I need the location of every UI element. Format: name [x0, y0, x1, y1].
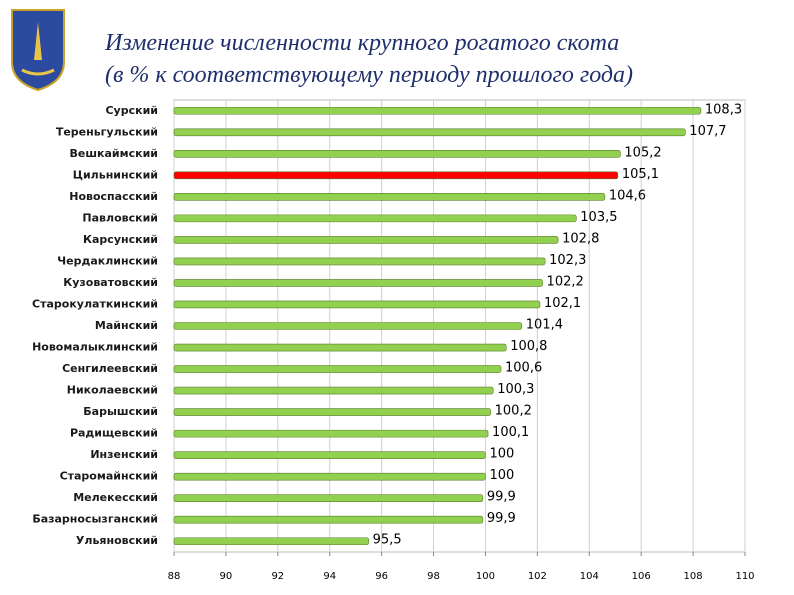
value-label: 99,9	[487, 511, 516, 526]
x-tick-label: 100	[476, 571, 495, 582]
y-tick-label: Новомалыклинский	[32, 341, 158, 354]
x-tick-label: 102	[528, 571, 547, 582]
x-tick-label: 98	[427, 571, 440, 582]
value-label: 105,2	[624, 145, 661, 160]
value-label: 100	[489, 447, 514, 462]
x-tick-label: 92	[271, 571, 284, 582]
bar	[173, 171, 619, 180]
value-label: 100,2	[495, 404, 532, 419]
value-label: 95,5	[373, 533, 402, 548]
y-tick-label: Мелекесский	[73, 491, 158, 504]
value-label: 107,7	[689, 124, 726, 139]
y-tick-label: Вешкаймский	[69, 147, 158, 160]
bar	[173, 193, 606, 201]
value-label: 99,9	[487, 490, 516, 505]
y-tick-label: Цильнинский	[73, 168, 158, 181]
bar	[173, 537, 369, 546]
y-tick-label: Майнский	[95, 319, 158, 332]
bar	[173, 322, 523, 330]
bar	[173, 300, 541, 309]
bar	[173, 494, 484, 502]
bar	[173, 429, 489, 438]
y-tick-label: Новоспасский	[69, 190, 158, 203]
value-label: 103,5	[580, 210, 617, 225]
value-label: 100,8	[510, 339, 547, 354]
bar	[173, 128, 686, 137]
value-label: 102,1	[544, 296, 581, 311]
y-tick-label: Барышский	[83, 405, 158, 418]
value-label: 100,3	[497, 382, 534, 397]
bar	[173, 408, 491, 416]
y-tick-label: Тереньгульский	[56, 125, 158, 138]
bar	[173, 279, 543, 287]
value-label: 102,8	[562, 231, 599, 246]
y-tick-label: Павловский	[82, 211, 158, 224]
x-tick-label: 110	[735, 571, 754, 582]
y-tick-label: Сенгилеевский	[62, 362, 158, 375]
y-tick-label: Старомайнский	[60, 470, 158, 483]
value-label: 100,6	[505, 361, 542, 376]
bar	[173, 236, 559, 244]
bar	[173, 386, 494, 395]
value-label: 101,4	[526, 318, 563, 333]
chart-title: Изменение численности крупного рогатого …	[104, 30, 619, 56]
y-tick-label: Ульяновский	[76, 534, 158, 547]
y-tick-label: Радищевский	[70, 427, 158, 440]
bar	[173, 343, 507, 352]
y-tick-label: Старокулаткинский	[32, 297, 158, 310]
value-label: 108,3	[705, 102, 742, 117]
bar	[173, 150, 621, 158]
y-tick-label: Чердаклинский	[57, 254, 158, 267]
x-tick-label: 96	[375, 571, 388, 582]
value-label: 105,1	[622, 167, 659, 182]
y-tick-label: Карсунский	[83, 233, 158, 246]
logo	[11, 9, 65, 92]
x-tick-label: 106	[632, 571, 651, 582]
bar	[173, 472, 486, 481]
bar	[173, 106, 702, 115]
bar	[173, 365, 502, 373]
y-tick-label: Сурский	[105, 104, 158, 117]
value-label: 100	[489, 468, 514, 483]
x-tick-label: 88	[168, 571, 181, 582]
value-label: 102,3	[549, 253, 586, 268]
bar	[173, 214, 577, 223]
x-tick-label: 94	[323, 571, 336, 582]
y-tick-label: Николаевский	[67, 384, 158, 397]
y-tick-label: Базарносызганский	[32, 513, 158, 526]
y-tick-label: Инзенский	[90, 448, 158, 461]
bar	[173, 257, 546, 266]
x-tick-label: 104	[580, 571, 599, 582]
value-label: 102,2	[547, 274, 584, 289]
bar	[173, 515, 484, 524]
value-label: 104,6	[609, 188, 646, 203]
x-tick-label: 90	[220, 571, 233, 582]
x-tick-label: 108	[684, 571, 703, 582]
bar	[173, 451, 486, 459]
chart-subtitle: (в % к соответствующему периоду прошлого…	[105, 62, 633, 88]
y-tick-label: Кузоватовский	[63, 276, 158, 289]
value-label: 100,1	[492, 425, 529, 440]
